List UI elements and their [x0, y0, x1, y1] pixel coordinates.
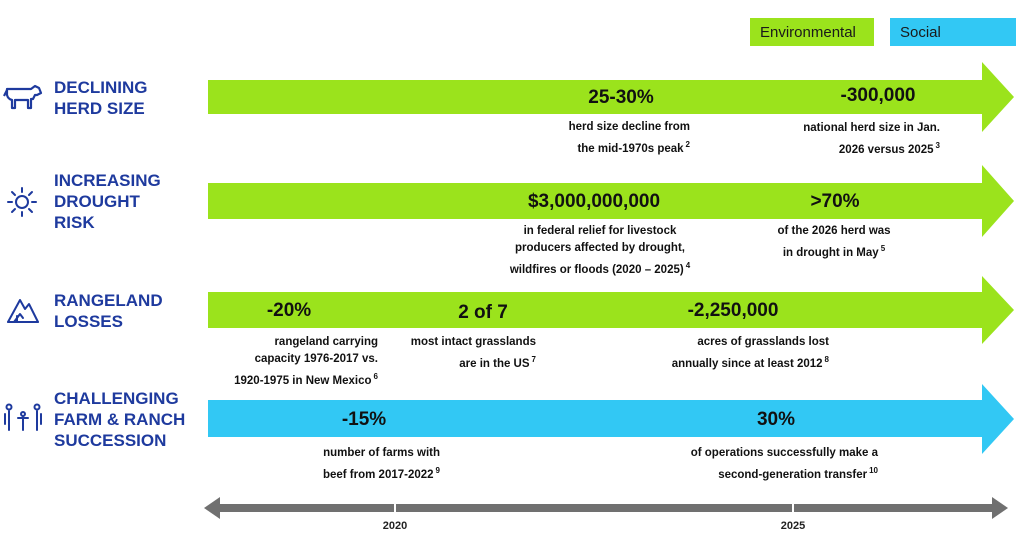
footnote-mark: 7 — [531, 355, 536, 364]
stat-note-line: wildfires or floods (2020 – 2025) — [509, 263, 684, 276]
year-axis-bar — [218, 504, 994, 512]
stat-note-line: in drought in May — [782, 246, 879, 259]
row-label-line: LOSSES — [54, 312, 123, 331]
year-axis-left-head — [204, 497, 220, 519]
row-label-line: RANGELAND — [54, 291, 163, 310]
footnote-mark: 2 — [685, 140, 690, 149]
stat-note-line: national herd size in Jan. — [803, 122, 940, 134]
footnote-mark: 10 — [869, 466, 878, 475]
stat-note-line: second-generation transfer — [718, 468, 868, 481]
stat-note-line: in federal relief for livestock — [523, 225, 677, 237]
legend-social: Social — [890, 18, 1016, 46]
year-label-2025: 2025 — [780, 520, 806, 532]
stat-value: 2 of 7 — [458, 302, 508, 323]
stat-value: 30% — [756, 409, 796, 430]
mountain-icon — [7, 299, 39, 323]
year-axis — [204, 497, 1008, 519]
stat-note-line: beef from 2017-2022 — [322, 468, 434, 481]
stat-note-line: are in the US — [459, 357, 530, 370]
stat-note: of the 2026 herd was in drought in May 5 — [777, 223, 890, 262]
stat-note-line: 2026 versus 2025 — [838, 143, 934, 156]
row-label-line: INCREASING — [54, 171, 161, 190]
sun-icon — [7, 187, 37, 217]
row-arrow-drought — [208, 165, 1014, 237]
row-label-succession: CHALLENGING FARM & RANCH SUCCESSION — [54, 388, 185, 451]
stat-note: rangeland carrying capacity 1976-2017 vs… — [234, 334, 378, 390]
stat-note-line: capacity 1976-2017 vs. — [254, 353, 378, 365]
footnote-mark: 6 — [373, 372, 378, 381]
legend-environmental-label: Environmental — [760, 23, 856, 41]
legend-social-label: Social — [900, 23, 941, 41]
row-label-line: HERD SIZE — [54, 99, 145, 118]
stat-note: herd size decline from the mid-1970s pea… — [569, 119, 690, 158]
family-icon — [4, 403, 42, 431]
row-arrow-herd — [208, 62, 1014, 132]
row-arrow-succession — [208, 384, 1014, 454]
stat-value: -300,000 — [840, 85, 916, 106]
row-label-line: DROUGHT — [54, 192, 140, 211]
year-label-2020: 2020 — [382, 520, 408, 532]
stat-note: acres of grasslands lost annually since … — [672, 334, 829, 373]
stat-note: in federal relief for livestock producer… — [510, 223, 690, 279]
stat-note-line: rangeland carrying — [274, 336, 378, 348]
cow-icon — [3, 84, 43, 110]
stat-value: -2,250,000 — [687, 300, 779, 321]
stat-note: of operations successfully make a second… — [691, 445, 878, 484]
row-label-line: FARM & RANCH — [54, 410, 186, 429]
stat-note-line: of the 2026 herd was — [777, 225, 891, 237]
footnote-mark: 4 — [685, 261, 691, 270]
stat-value: >70% — [810, 191, 860, 212]
footnote-mark: 3 — [935, 141, 940, 150]
row-arrow-rangeland — [208, 276, 1014, 344]
stat-value: -15% — [341, 409, 387, 430]
stat-note-line: most intact grasslands — [410, 336, 536, 348]
row-label-line: CHALLENGING — [54, 389, 179, 408]
stat-value: $3,000,000,000 — [527, 191, 661, 212]
row-label-line: RISK — [54, 213, 95, 232]
row-label-rangeland: RANGELAND LOSSES — [54, 290, 163, 332]
year-axis-right-head — [992, 497, 1008, 519]
stat-note: number of farms with beef from 2017-2022… — [323, 445, 440, 484]
footnote-mark: 5 — [880, 244, 886, 253]
stat-note: most intact grasslands are in the US 7 — [411, 334, 536, 373]
stat-note-line: number of farms with — [323, 447, 440, 459]
footnote-mark: 8 — [824, 355, 829, 364]
stat-note-line: annually since at least 2012 — [671, 357, 823, 370]
legend-environmental: Environmental — [750, 18, 874, 46]
row-label-herd: DECLINING HERD SIZE — [54, 77, 148, 119]
stat-value: -20% — [266, 300, 312, 321]
row-label-line: DECLINING — [54, 78, 148, 97]
stat-note-line: of operations successfully make a — [690, 447, 878, 459]
stat-note: national herd size in Jan. 2026 versus 2… — [803, 120, 940, 159]
stat-note-line: 1920-1975 in New Mexico — [234, 374, 372, 387]
row-label-drought: INCREASING DROUGHT RISK — [54, 170, 161, 233]
footnote-mark: 9 — [435, 466, 440, 475]
stat-note-line: acres of grasslands lost — [697, 336, 829, 348]
stat-note-line: herd size decline from — [568, 121, 690, 133]
stat-note-line: the mid-1970s peak — [577, 142, 684, 155]
stat-note-line: producers affected by drought, — [515, 242, 685, 254]
stat-value: 25-30% — [588, 87, 654, 108]
row-label-line: SUCCESSION — [54, 431, 167, 450]
